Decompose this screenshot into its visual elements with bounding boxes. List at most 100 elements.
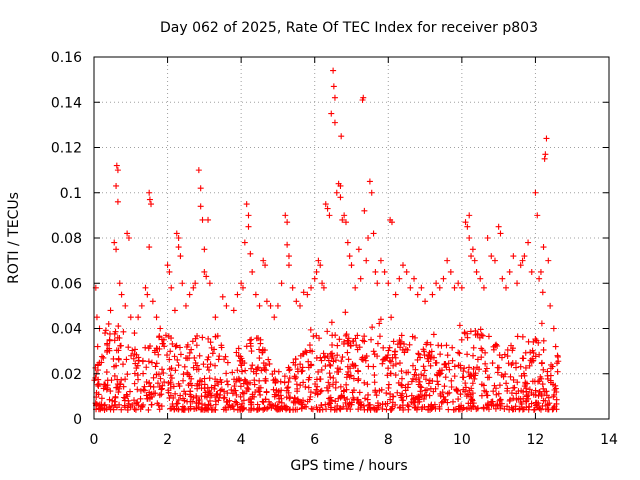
data-point [158,386,165,393]
data-point [217,376,224,383]
data-point [538,360,545,367]
data-point [540,346,547,353]
data-point [175,235,182,241]
data-point [336,405,343,412]
data-point [550,325,557,332]
data-point [377,257,384,264]
data-point [504,353,511,360]
data-point [149,298,156,305]
data-point [270,386,277,393]
data-point [294,385,301,392]
data-point [327,362,334,369]
data-point [182,355,189,362]
data-point [159,366,166,373]
data-point [333,406,340,413]
data-point [278,280,285,287]
data-point [102,327,109,334]
chart-title: Day 062 of 2025, Rate Of TEC Index for r… [160,20,538,36]
data-point [530,357,537,364]
data-point [206,280,213,287]
data-point [361,207,368,214]
data-point [541,388,548,395]
data-point [132,406,139,413]
data-point [355,368,362,375]
data-point [137,395,144,402]
data-point [293,298,300,305]
x-tick-label: 2 [163,432,172,448]
data-point [211,346,218,353]
data-point [368,336,375,343]
data-point [482,349,489,356]
data-point [533,399,540,406]
data-point [230,403,237,410]
data-point [477,275,484,282]
data-point [259,398,266,405]
data-point [437,370,444,377]
data-point [248,365,255,372]
data-point [192,280,199,287]
data-point [175,244,182,251]
data-point [485,333,492,340]
data-point [425,380,432,387]
data-point [506,398,513,405]
data-point [153,371,160,378]
x-axis-title: GPS time / hours [290,458,407,474]
data-point [300,289,307,296]
data-point [198,378,205,385]
x-tick-label: 0 [90,432,99,448]
data-point [146,189,153,196]
data-point [145,406,152,413]
data-point [361,379,368,386]
data-point [458,284,465,291]
data-point [441,361,448,368]
data-point [390,362,397,369]
data-point [286,375,293,382]
data-point [484,235,491,241]
data-point [362,357,369,364]
data-point [237,393,244,400]
data-point [406,341,413,348]
data-point [256,377,263,384]
data-point [302,348,309,355]
data-point [425,406,432,413]
data-point [318,366,325,373]
data-point [469,402,476,409]
data-point [207,397,214,404]
data-point [440,393,447,400]
data-point [248,348,255,355]
data-point [212,314,219,321]
data-point [305,358,312,365]
data-point [174,356,181,363]
data-point [482,360,489,367]
data-point [510,395,517,402]
data-point [451,373,458,380]
data-point [255,364,262,371]
data-point [553,396,560,403]
data-point [160,370,167,376]
data-point [168,335,175,342]
data-point [342,332,349,339]
data-point [418,392,425,399]
data-point [420,346,427,353]
data-point [547,302,554,309]
data-point [543,135,550,142]
data-point [98,353,105,360]
data-point [303,349,310,356]
data-point [385,347,392,354]
data-point [150,383,157,390]
data-point [197,185,204,192]
data-point [127,403,134,410]
data-point [220,406,227,413]
data-point [251,393,258,400]
data-point [171,307,178,314]
data-point [483,388,490,395]
data-point [256,405,263,412]
data-point [410,399,417,406]
data-point [390,393,397,400]
data-point [387,370,394,377]
data-point [245,212,252,219]
data-point [267,302,274,309]
y-tick-label: 0.1 [60,186,82,202]
data-point [315,368,322,375]
data-point [544,368,551,375]
